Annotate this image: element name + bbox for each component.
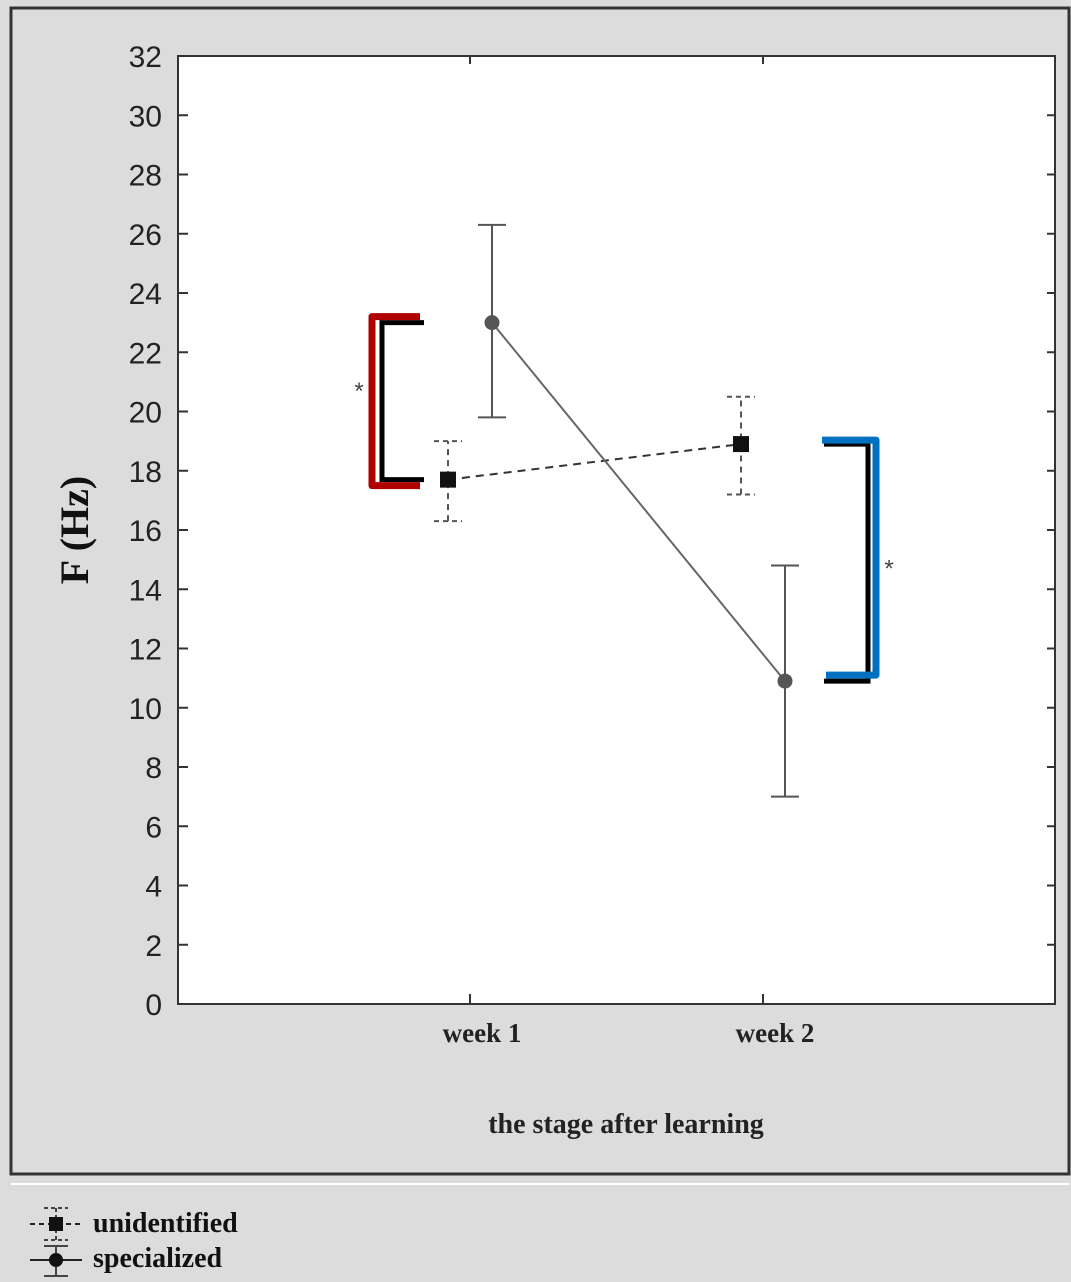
series-line-specialized <box>491 321 786 682</box>
y-tick-label: 14 <box>129 574 162 607</box>
x-axis-title: the stage after learning <box>488 1109 764 1140</box>
y-tick-label: 28 <box>129 160 162 193</box>
y-tick-label: 0 <box>145 989 162 1022</box>
y-tick-label: 18 <box>129 456 162 489</box>
y-tick-label: 30 <box>129 100 162 133</box>
y-tick-label: 2 <box>145 930 162 963</box>
y-tick-label: 24 <box>129 278 162 311</box>
point-specialized <box>777 673 793 689</box>
y-tick-label: 6 <box>145 811 162 844</box>
y-tick-label: 4 <box>145 871 162 904</box>
y-tick-label: 26 <box>129 219 162 252</box>
point-specialized <box>484 315 500 331</box>
series-layer <box>434 223 799 798</box>
legend-label-specialized: specialized <box>93 1243 223 1274</box>
bracket-left-red <box>368 313 420 490</box>
legend-label-unidentified: unidentified <box>93 1208 238 1239</box>
y-axis-title: F (Hz) <box>52 476 97 584</box>
y-tick-label: 16 <box>129 515 162 548</box>
bracket-right-blue <box>822 436 880 679</box>
significance-star-left: * <box>354 378 363 405</box>
bracket-left-black <box>379 320 424 483</box>
y-tick-label: 10 <box>129 693 162 726</box>
y-tick-label: 8 <box>145 752 162 785</box>
plot-area <box>177 55 1056 1005</box>
legend <box>30 1207 82 1277</box>
annotation-layer: ** <box>354 313 894 684</box>
legend-square-marker-icon <box>49 1217 63 1231</box>
point-unidentified <box>733 436 749 453</box>
x-tick-label: week 2 <box>736 1018 815 1048</box>
bracket-right-black <box>824 441 871 684</box>
y-tick-label: 22 <box>129 337 162 370</box>
x-axis: week 1 week 2 <box>443 56 815 1048</box>
y-tick-label: 32 <box>129 41 162 74</box>
legend-panel <box>11 1182 1069 1282</box>
series-line-unidentified <box>447 443 742 481</box>
y-tick-label: 20 <box>129 397 162 430</box>
legend-circle-marker-icon <box>49 1253 63 1267</box>
x-tick-label: week 1 <box>443 1018 522 1048</box>
significance-star-right: * <box>884 556 893 583</box>
point-unidentified <box>440 471 456 488</box>
y-tick-label: 12 <box>129 634 162 667</box>
